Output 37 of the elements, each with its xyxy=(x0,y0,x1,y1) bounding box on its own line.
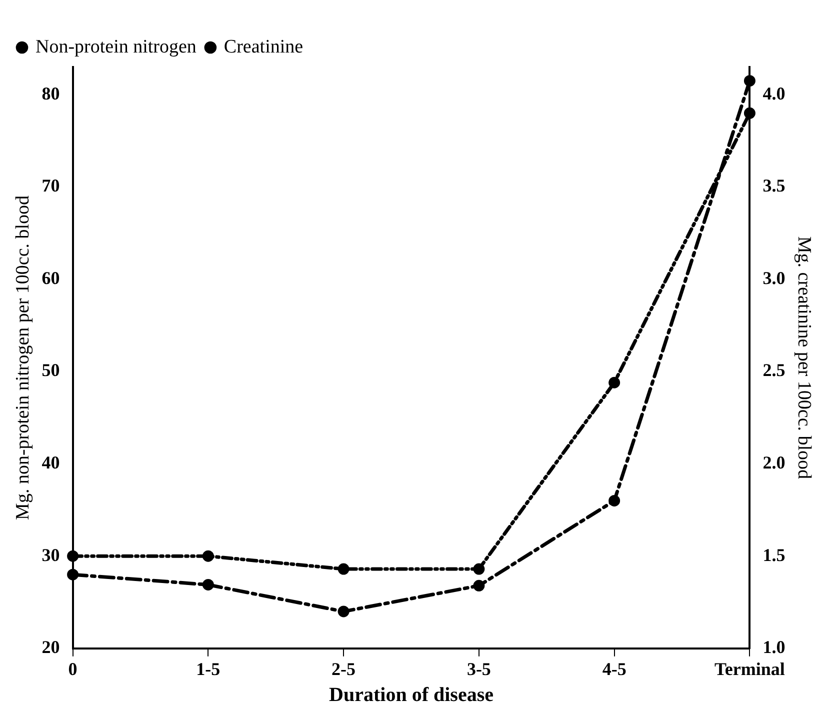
y2-tick-label: 1.5 xyxy=(762,544,786,565)
y2-axis-title: Mg. creatinine per 100cc. blood xyxy=(794,236,815,480)
y-axis-title: Mg. non-protein nitrogen per 100cc. blood xyxy=(12,194,34,520)
point xyxy=(202,550,214,562)
point xyxy=(473,580,485,592)
point xyxy=(608,494,620,506)
x-tick-label: Terminal xyxy=(714,658,785,679)
y2-tick-label: 4.0 xyxy=(762,83,786,104)
y-tick-label: 50 xyxy=(42,360,60,380)
point xyxy=(67,568,79,580)
x-tick-label: 2-5 xyxy=(332,658,356,679)
point xyxy=(67,550,79,562)
x-tick-label: 0 xyxy=(68,658,78,679)
y-tick-label: 70 xyxy=(42,176,60,196)
y2-tick-label: 1.0 xyxy=(762,637,786,658)
point xyxy=(473,563,485,575)
legend-label: Creatinine xyxy=(224,36,304,58)
x-tick-label: 1-5 xyxy=(196,658,220,679)
y-tick-label: 30 xyxy=(42,544,60,565)
y-tick-label: 80 xyxy=(42,83,60,104)
x-tick-label: 3-5 xyxy=(466,658,491,679)
y2-tick-label: 3.0 xyxy=(762,268,786,288)
x-tick-label: 4-5 xyxy=(602,658,626,679)
legend-label: Non-protein nitrogen xyxy=(36,36,197,58)
point xyxy=(202,578,214,590)
y2-tick-label: 2.5 xyxy=(762,360,786,380)
y-tick-label: 20 xyxy=(42,637,60,658)
point xyxy=(338,563,350,575)
y2-tick-label: 3.5 xyxy=(762,176,786,196)
y-tick-label: 60 xyxy=(42,268,60,288)
y-tick-label: 40 xyxy=(42,452,60,472)
point xyxy=(338,606,350,618)
point xyxy=(744,107,756,119)
point xyxy=(744,75,756,87)
y2-tick-label: 2.0 xyxy=(762,452,786,472)
x-axis-title: Duration of disease xyxy=(329,684,494,706)
point xyxy=(608,376,620,388)
